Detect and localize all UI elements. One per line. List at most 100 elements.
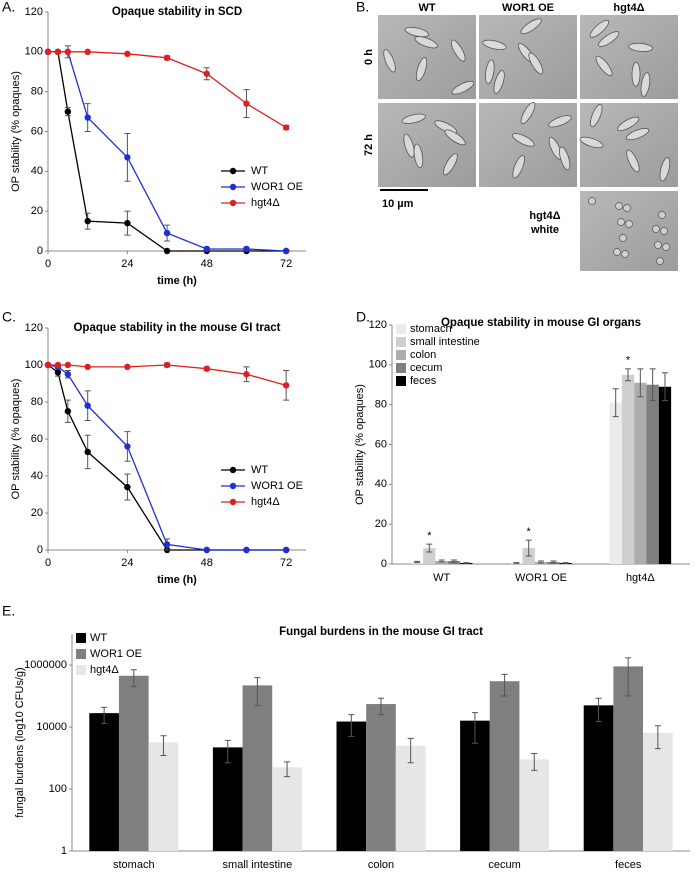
point [84, 217, 91, 225]
error-bar [625, 368, 632, 382]
y-tick-label: 100 [49, 783, 67, 795]
cell-image [520, 18, 542, 35]
cell-image [652, 225, 660, 233]
y-axis-label: OP stability (% opaques) [10, 379, 22, 500]
y-axis-label: fungal burdens (log10 CFUs/g) [14, 667, 26, 817]
point [84, 363, 91, 371]
cell-image [403, 133, 415, 158]
point [84, 114, 91, 121]
cell-image [482, 39, 507, 50]
legend-label: WOR1 OE [90, 648, 142, 660]
error-bar [531, 752, 538, 771]
error-bar [450, 559, 457, 563]
series-line [48, 51, 287, 252]
legend-label: hgt4Δ [251, 197, 280, 209]
cell-image [588, 197, 596, 205]
cell-image [444, 129, 466, 146]
x-tick-label: hgt4Δ [626, 572, 655, 584]
cell-image [625, 128, 650, 141]
cell-image [658, 211, 666, 219]
x-tick-label: 48 [201, 258, 213, 270]
error-bar [348, 714, 355, 737]
cell-image [613, 248, 621, 256]
x-tick-label: WT [433, 572, 450, 584]
error-bar [612, 388, 619, 418]
legend-label: WT [251, 165, 268, 177]
point [64, 48, 72, 56]
cell-image [520, 102, 536, 124]
error-bar [254, 677, 261, 706]
column-label: WT [418, 2, 435, 14]
cell-image [617, 218, 625, 226]
point [54, 369, 62, 376]
cell-image [415, 57, 428, 82]
micrograph [378, 103, 476, 187]
point [124, 154, 131, 161]
error-bar [378, 697, 384, 716]
point [163, 54, 171, 62]
error-bar [513, 562, 520, 564]
y-tick-label: 40 [31, 470, 43, 482]
point [84, 48, 91, 56]
x-tick-label: colon [368, 859, 394, 871]
row-label: 72 h [363, 134, 375, 156]
panel-label: D. [356, 309, 370, 325]
error-bar [463, 562, 470, 564]
x-tick-label: 24 [121, 557, 133, 569]
x-tick-label: 24 [121, 258, 133, 270]
error-bar [438, 559, 445, 563]
bar [658, 386, 672, 564]
cell-image [623, 204, 631, 212]
scale-bar-label: 10 µm [382, 198, 414, 210]
point [54, 48, 62, 56]
legend-marker [229, 482, 237, 490]
y-tick-label: 10000 [36, 721, 67, 733]
bar [366, 704, 396, 851]
point [282, 124, 290, 131]
y-tick-label: 80 [375, 399, 387, 411]
point [203, 245, 210, 253]
point [243, 546, 250, 554]
error-bar [550, 560, 557, 564]
error-bar [160, 735, 167, 757]
cell-image [656, 257, 664, 265]
annotation: * [427, 530, 432, 542]
cell-image [590, 103, 603, 128]
y-tick-label: 60 [375, 438, 387, 450]
point [243, 100, 250, 107]
cell-image [589, 19, 610, 38]
x-axis-label: time (h) [157, 275, 197, 287]
cell-image [443, 153, 458, 176]
x-axis-label: time (h) [157, 574, 197, 586]
point [243, 371, 250, 378]
panel-label: A. [2, 0, 15, 15]
bar [646, 384, 659, 564]
legend-marker [229, 199, 237, 207]
legend-swatch [76, 665, 86, 675]
point [163, 361, 171, 369]
y-tick-label: 120 [25, 6, 43, 18]
cell-image [628, 42, 654, 52]
y-tick-label: 20 [375, 518, 387, 530]
bar [621, 374, 635, 564]
bar [609, 402, 622, 564]
series-line [47, 364, 287, 551]
chart-title: Fungal burdens in the mouse GI tract [279, 626, 483, 638]
x-tick-label: 0 [45, 557, 51, 569]
extra-cell-label: white [530, 224, 559, 236]
cell-image [434, 120, 458, 134]
y-tick-label: 60 [31, 125, 43, 137]
cell-image [615, 202, 623, 210]
cell-image [414, 36, 438, 49]
bar [634, 382, 647, 564]
legend-label: small intestine [410, 336, 480, 348]
x-tick-label: 72 [280, 557, 292, 569]
cell-image [404, 26, 429, 38]
cell-image [579, 136, 604, 149]
cell-image [413, 143, 424, 169]
point [124, 443, 131, 450]
bar [489, 681, 520, 851]
cell-image [631, 61, 641, 87]
annotation: * [527, 526, 532, 538]
error-bar [525, 539, 532, 557]
